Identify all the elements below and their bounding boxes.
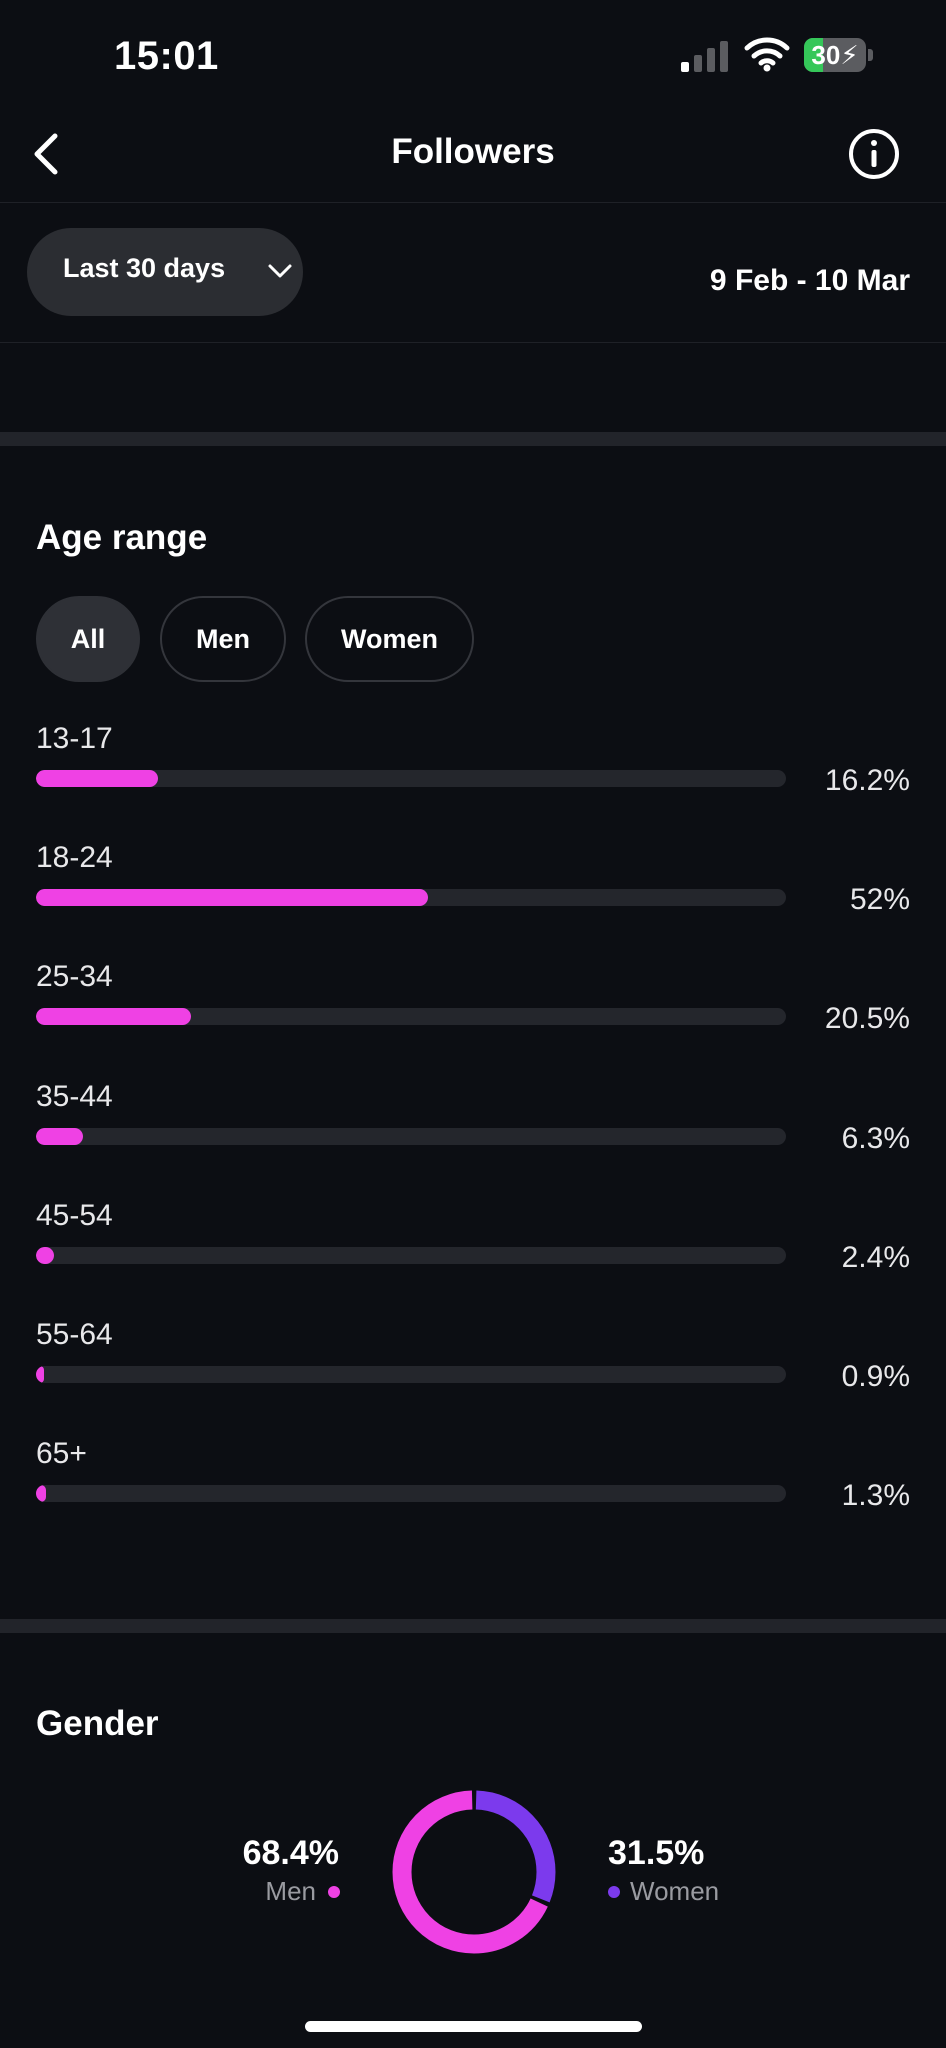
age-bar-fill bbox=[36, 1485, 46, 1502]
tab-women[interactable]: Women bbox=[305, 596, 474, 682]
age-bar-fill bbox=[36, 889, 428, 906]
status-bar: 15:01 30⚡ bbox=[0, 0, 946, 110]
battery-percent-value: 30 bbox=[811, 40, 841, 70]
cellular-signal-icon bbox=[681, 41, 728, 72]
status-time: 15:01 bbox=[114, 34, 219, 78]
chevron-down-icon bbox=[268, 264, 292, 278]
tab-women-label: Women bbox=[340, 624, 438, 654]
age-percent: 2.4% bbox=[841, 1241, 910, 1274]
age-row: 13-17 16.2% bbox=[0, 722, 946, 832]
date-range-text: 9 Feb - 10 Mar bbox=[709, 264, 910, 297]
women-percent: 31.5% bbox=[608, 1834, 705, 1872]
date-range-dropdown[interactable]: Last 30 days bbox=[27, 228, 303, 316]
donut-slice-men bbox=[392, 1790, 556, 1954]
home-indicator[interactable] bbox=[305, 2021, 642, 2032]
age-row: 45-54 2.4% bbox=[0, 1199, 946, 1309]
battery-cap bbox=[868, 49, 873, 61]
age-bar-track bbox=[36, 1366, 786, 1383]
age-row: 65+ 1.3% bbox=[0, 1437, 946, 1547]
info-circle-icon bbox=[849, 129, 899, 179]
age-bar-fill bbox=[36, 1008, 191, 1025]
age-bar-fill bbox=[36, 1128, 83, 1145]
battery-indicator: 30⚡ bbox=[804, 38, 874, 72]
nav-bar: Followers bbox=[0, 110, 946, 203]
men-percent: 68.4% bbox=[242, 1834, 339, 1872]
age-label: 65+ bbox=[36, 1437, 87, 1470]
age-bar-track bbox=[36, 1247, 786, 1264]
info-button[interactable] bbox=[846, 126, 902, 182]
men-legend-dot bbox=[328, 1886, 340, 1898]
battery-body: 30⚡ bbox=[804, 38, 866, 72]
gender-title: Gender bbox=[36, 1704, 159, 1743]
men-label: Men bbox=[265, 1876, 316, 1906]
age-bar-track bbox=[36, 889, 786, 906]
age-label: 45-54 bbox=[36, 1199, 113, 1232]
battery-percent: 30⚡ bbox=[811, 40, 859, 70]
age-percent: 0.9% bbox=[841, 1360, 910, 1393]
age-bar-track bbox=[36, 770, 786, 787]
women-legend-dot bbox=[608, 1886, 620, 1898]
age-percent: 6.3% bbox=[841, 1122, 910, 1155]
back-button[interactable] bbox=[18, 124, 78, 184]
age-label: 35-44 bbox=[36, 1080, 113, 1113]
gender-chart: 68.4% Men 31.5% Women bbox=[0, 1770, 946, 1970]
chevron-left-icon bbox=[34, 133, 58, 175]
age-bar-track bbox=[36, 1128, 786, 1145]
tab-all[interactable]: All bbox=[36, 596, 140, 682]
battery-fill bbox=[804, 38, 823, 72]
age-row: 18-24 52% bbox=[0, 841, 946, 951]
tab-men-label: Men bbox=[196, 624, 250, 654]
tab-all-label: All bbox=[70, 624, 106, 654]
age-label: 13-17 bbox=[36, 722, 113, 755]
filter-row: Last 30 days 9 Feb - 10 Mar bbox=[0, 202, 946, 343]
women-label: Women bbox=[630, 1876, 720, 1906]
tab-men[interactable]: Men bbox=[160, 596, 286, 682]
age-row: 35-44 6.3% bbox=[0, 1080, 946, 1190]
donut-slice-women bbox=[392, 1790, 556, 1954]
age-label: 18-24 bbox=[36, 841, 113, 874]
age-label: 25-34 bbox=[36, 960, 113, 993]
section-divider bbox=[0, 432, 946, 446]
age-row: 55-64 0.9% bbox=[0, 1318, 946, 1428]
age-bar-fill bbox=[36, 1366, 44, 1383]
date-range-dropdown-label: Last 30 days bbox=[63, 253, 226, 283]
age-range-title: Age range bbox=[36, 518, 208, 557]
page-title: Followers bbox=[391, 132, 555, 171]
section-divider bbox=[0, 1619, 946, 1633]
age-bar-fill bbox=[36, 770, 158, 787]
gender-donut bbox=[392, 1790, 556, 1954]
age-row: 25-34 20.5% bbox=[0, 960, 946, 1070]
wifi-icon bbox=[744, 37, 790, 72]
age-bar-fill bbox=[36, 1247, 54, 1264]
age-bar-track bbox=[36, 1485, 786, 1502]
age-percent: 20.5% bbox=[824, 1002, 910, 1035]
age-percent: 16.2% bbox=[824, 764, 910, 797]
age-percent: 1.3% bbox=[841, 1479, 910, 1512]
age-percent: 52% bbox=[849, 883, 910, 916]
age-label: 55-64 bbox=[36, 1318, 113, 1351]
age-bar-track bbox=[36, 1008, 786, 1025]
